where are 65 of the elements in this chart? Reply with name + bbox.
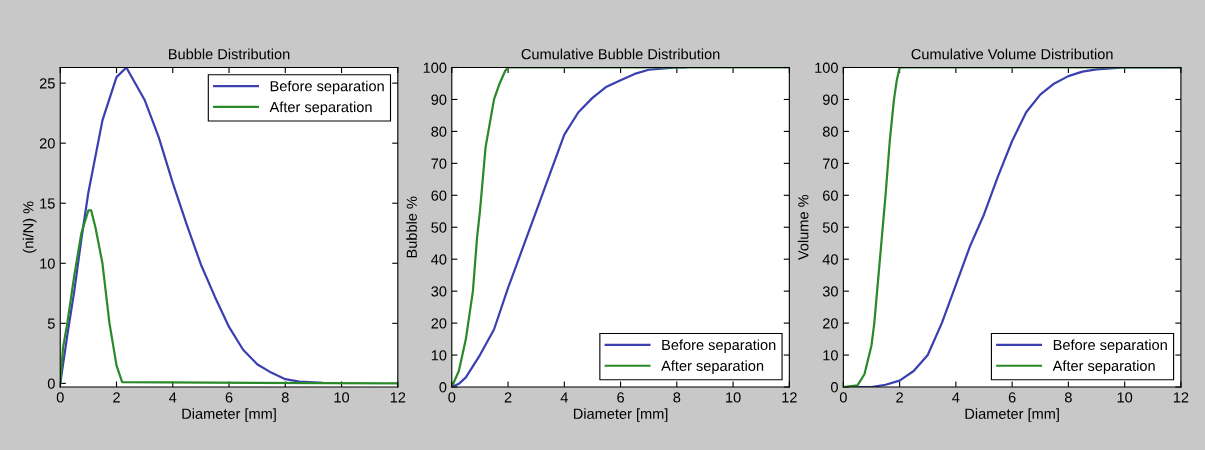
x-tick-label: 6 (617, 392, 624, 403)
y-tick-label: 10 (431, 350, 447, 361)
line-series (451, 67, 790, 387)
y-tick-label: 15 (40, 198, 55, 209)
x-tick-label: 12 (782, 392, 797, 403)
y-tick-label: 50 (822, 222, 838, 233)
legend-label: Before separation (270, 80, 384, 95)
y-axis-title: Volume % (797, 194, 809, 261)
x-tick-label: 4 (169, 392, 177, 403)
y-axis-title: Bubble % (406, 196, 417, 258)
y-tick-label: 20 (431, 318, 447, 329)
legend-label: Before separation (1053, 339, 1167, 353)
x-tick-label: 0 (448, 392, 456, 403)
x-tick-label: 8 (673, 392, 681, 403)
y-tick-label: 80 (822, 126, 838, 137)
x-axis-title: Diameter [mm] (573, 408, 668, 422)
legend-label: After separation (1052, 360, 1155, 374)
x-tick-label: 12 (390, 392, 406, 403)
x-tick-label: 8 (1064, 392, 1072, 403)
chart-title: Bubble Distribution (169, 48, 290, 60)
y-tick-label: 10 (823, 350, 838, 361)
y-tick-label: 100 (423, 62, 447, 73)
x-tick-label: 6 (1008, 392, 1016, 403)
y-tick-label: 0 (439, 382, 447, 393)
y-tick-label: 10 (40, 258, 55, 269)
x-tick-label: 6 (225, 392, 233, 403)
x-tick-label: 10 (1117, 392, 1133, 403)
y-tick-label: 30 (822, 286, 838, 297)
y-tick-label: 60 (823, 190, 838, 201)
y-tick-label: 70 (431, 158, 447, 169)
x-tick-label: 10 (334, 392, 350, 403)
y-tick-label: 80 (431, 126, 447, 137)
y-tick-label: 0 (830, 382, 838, 393)
legend-label: After separation (269, 101, 372, 116)
x-tick-label: 4 (560, 392, 568, 403)
chart-title: Cumulative Bubble Distribution (521, 48, 720, 60)
x-tick-label: 2 (113, 392, 120, 403)
y-tick-label: 20 (823, 318, 838, 329)
x-tick-label: 2 (504, 392, 512, 403)
y-tick-label: 60 (431, 190, 447, 201)
x-tick-label: 0 (56, 392, 64, 403)
y-tick-label: 5 (47, 318, 55, 329)
y-axis-title: (ni/N) % (22, 201, 37, 253)
y-tick-label: 25 (39, 78, 55, 89)
x-tick-label: 2 (896, 392, 903, 403)
legend-label: After separation (661, 360, 764, 374)
x-tick-label: 4 (952, 392, 960, 403)
y-tick-label: 20 (39, 138, 55, 149)
y-tick-label: 40 (822, 254, 838, 265)
chart-title: Cumulative Volume Distribution (911, 48, 1113, 60)
x-tick-label: 8 (281, 392, 289, 403)
x-axis-title: Diameter [mm] (182, 408, 276, 422)
y-tick-label: 30 (431, 286, 447, 297)
y-tick-label: 100 (815, 62, 838, 73)
x-tick-label: 10 (726, 392, 741, 403)
y-tick-label: 50 (431, 222, 447, 233)
legend-label: Before separation (662, 339, 776, 353)
x-tick-label: 12 (1173, 392, 1189, 403)
y-tick-label: 90 (431, 94, 447, 105)
y-tick-label: 70 (823, 158, 838, 169)
y-tick-label: 0 (47, 378, 55, 389)
y-tick-label: 40 (431, 254, 447, 265)
y-tick-label: 90 (822, 94, 838, 105)
x-axis-title: Diameter [mm] (965, 408, 1059, 422)
x-tick-label: 0 (839, 392, 847, 403)
